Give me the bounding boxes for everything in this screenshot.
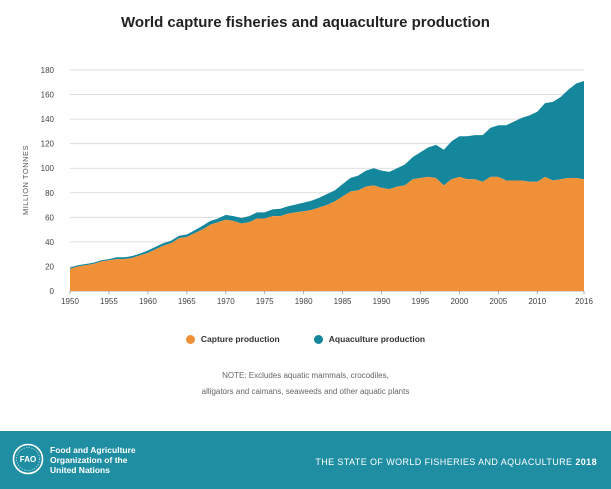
x-tick-label: 1980	[295, 297, 313, 306]
x-tick-label: 1955	[100, 297, 118, 306]
x-tick-label: 1995	[412, 297, 430, 306]
x-tick-label: 2010	[528, 297, 546, 306]
publication-title: THE STATE OF WORLD FISHERIES AND AQUACUL…	[315, 457, 597, 467]
chart-title: World capture fisheries and aquaculture …	[121, 14, 490, 31]
y-tick-label: 0	[50, 287, 55, 296]
x-tick-label: 1975	[256, 297, 274, 306]
footer-bar: FAO Food and Agriculture Organization of…	[0, 431, 611, 489]
legend-item-capture: Capture production	[185, 334, 280, 344]
y-tick-label: 180	[41, 66, 55, 75]
x-tick-label: 2000	[450, 297, 468, 306]
y-tick-label: 20	[45, 262, 54, 271]
aquaculture-swatch-icon	[313, 334, 323, 344]
x-tick-label: 2005	[489, 297, 507, 306]
x-tick-label: 1990	[373, 297, 391, 306]
chart-note: NOTE: Excludes aquatic mammals, crocodil…	[0, 368, 611, 400]
org-line-1: Food and Agriculture	[50, 445, 136, 455]
y-axis-label: MILLION TONNES	[21, 145, 30, 215]
legend-item-aquaculture: Aquaculture production	[313, 334, 426, 344]
chart-legend: Capture production Aquaculture productio…	[0, 334, 611, 344]
y-tick-label: 60	[45, 213, 54, 222]
org-line-2: Organization of the	[50, 455, 128, 465]
x-tick-label: 1970	[217, 297, 235, 306]
y-tick-label: 100	[41, 164, 55, 173]
org-name: Food and Agriculture Organization of the…	[50, 445, 136, 475]
x-tick-label: 1985	[334, 297, 352, 306]
publication-year: 2018	[575, 457, 597, 467]
y-tick-label: 160	[41, 91, 55, 100]
note-line-1: NOTE: Excludes aquatic mammals, crocodil…	[222, 371, 389, 380]
y-tick-label: 140	[41, 115, 55, 124]
legend-label-capture: Capture production	[200, 334, 280, 344]
x-tick-label: 1950	[61, 297, 79, 306]
axis-ticks: 0 20 40 60 80 100 120 140 160 180 1950 1955 1960 1965…	[41, 66, 594, 306]
capture-swatch-icon	[185, 334, 195, 344]
fao-logo-icon: FAO	[12, 443, 44, 475]
y-tick-label: 40	[45, 238, 54, 247]
x-tick-label: 2016	[575, 297, 593, 306]
series-aquaculture-area	[70, 81, 584, 269]
publication-name: THE STATE OF WORLD FISHERIES AND AQUACUL…	[315, 457, 573, 467]
y-tick-label: 120	[41, 140, 55, 149]
org-line-3: United Nations	[50, 465, 110, 475]
production-area-chart: 0 20 40 60 80 100 120 140 160 180 1950 1955 1960 1965…	[21, 66, 594, 306]
note-line-2: alligators and caimans, seaweeds and oth…	[201, 387, 410, 396]
legend-label-aquaculture: Aquaculture production	[328, 334, 426, 344]
x-tick-label: 1965	[178, 297, 196, 306]
series-capture-area	[70, 176, 584, 291]
area-series	[70, 81, 584, 291]
y-tick-label: 80	[45, 189, 54, 198]
logo-text: FAO	[20, 455, 36, 464]
x-tick-label: 1960	[139, 297, 157, 306]
